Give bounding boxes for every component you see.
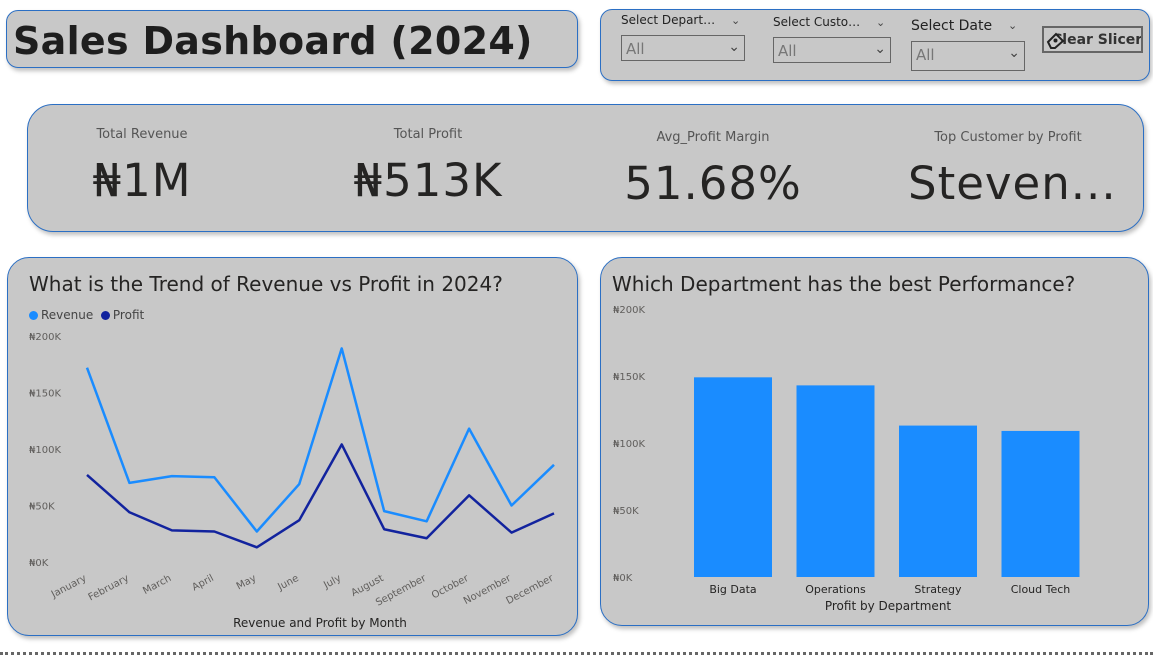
chevron-down-icon[interactable]: ⌄ [876,16,886,29]
x-tick-label: February [87,573,131,604]
kpi-top-customer: Top Customer by Profit Steven... [908,130,1117,210]
legend-profit-marker [100,311,110,320]
date-slicer[interactable]: Select Date ⌄ All ⌄ [911,18,1025,71]
dropdown-arrow-icon: ⌄ [874,41,886,57]
y-tick-label: ₦50K [29,502,55,513]
x-tick-label: Big Data [709,583,756,596]
legend-profit-label: Profit [112,308,145,322]
department-dropdown-value: All [626,40,645,58]
customer-slicer-label: Select Custo… [773,15,861,29]
x-tick-label: December [504,573,556,607]
line-chart-legend[interactable]: Revenue Profit [29,308,144,322]
date-slicer-label: Select Date [911,18,993,34]
page-title: Sales Dashboard (2024) [13,19,533,63]
y-tick-label: ₦200K [613,305,645,316]
eraser-icon [1046,32,1065,49]
y-tick-label: ₦200K [29,332,61,343]
x-tick-label: Operations [805,583,866,596]
y-tick-label: ₦0K [29,558,49,569]
kpi-card: Total Revenue ₦1M Total Profit ₦513K Avg… [27,104,1144,232]
customer-slicer[interactable]: Select Custo… ⌄ All ⌄ [773,15,891,65]
x-tick-label: May [235,573,258,592]
dropdown-arrow-icon: ⌄ [1008,45,1020,61]
date-dropdown[interactable]: All ⌄ [911,41,1025,71]
y-tick-label: ₦0K [613,573,633,584]
bar-operations [796,385,875,577]
kpi-value: Steven... [908,157,1117,210]
x-tick-label: January [49,573,89,601]
y-tick-label: ₦100K [29,445,61,456]
department-dropdown[interactable]: All ⌄ [621,35,745,61]
department-slicer-label: Select Depart… [621,13,716,27]
bar-chart-plot[interactable]: ₦0K ₦50K ₦100K ₦150K ₦200K Big Data Operations… [601,258,1148,625]
chevron-down-icon[interactable]: ⌄ [1008,19,1018,32]
bar-cloud-tech [1001,430,1080,577]
kpi-value: ₦1M [92,154,192,207]
x-tick-label: June [275,573,300,593]
title-card: Sales Dashboard (2024) [6,10,578,68]
department-slicer[interactable]: Select Depart… ⌄ All ⌄ [621,13,745,63]
bar-strategy [899,425,977,577]
x-tick-label: March [141,573,173,597]
legend-revenue-marker [29,311,38,320]
department-performance-chart[interactable]: Which Department has the best Performanc… [600,257,1149,626]
series-line-profit [86,443,555,549]
legend-revenue-label: Revenue [41,308,94,322]
y-tick-label: ₦100K [613,439,645,450]
x-tick-label: Cloud Tech [1011,583,1071,596]
kpi-label: Total Revenue [96,127,188,142]
y-tick-label: ₦150K [613,372,645,383]
chevron-down-icon[interactable]: ⌄ [731,14,741,27]
line-chart-title: What is the Trend of Revenue vs Profit i… [29,272,503,296]
x-axis-title: Profit by Department [825,599,952,613]
kpi-label: Avg_Profit Margin [656,130,770,145]
y-tick-label: ₦50K [613,506,639,517]
page-bottom-divider [0,652,1153,655]
y-tick-label: ₦150K [29,389,61,400]
kpi-avg-profit-margin: Avg_Profit Margin 51.68% [613,130,813,210]
x-tick-label: April [190,573,215,593]
series-line-revenue [85,347,555,533]
slicer-panel: Select Depart… ⌄ All ⌄ Select Custo… ⌄ A… [600,9,1150,81]
clear-slicers-label: Clear Slicers [1052,32,1143,48]
date-dropdown-value: All [916,46,935,64]
revenue-profit-trend-chart[interactable]: What is the Trend of Revenue vs Profit i… [7,257,578,636]
customer-dropdown-value: All [778,42,797,60]
bar-chart-title: Which Department has the best Performanc… [612,272,1076,296]
clear-slicers-button[interactable]: Clear Slicers [1042,26,1143,53]
bar-big-data [694,377,772,577]
customer-dropdown[interactable]: All ⌄ [773,37,891,63]
kpi-value: ₦513K [353,154,503,207]
kpi-label: Top Customer by Profit [934,130,1082,145]
dropdown-arrow-icon: ⌄ [728,39,740,55]
x-tick-label: Strategy [914,583,962,596]
kpi-total-profit: Total Profit ₦513K [328,127,528,207]
x-tick-label: July [321,573,343,592]
kpi-label: Total Profit [393,127,463,142]
kpi-total-revenue: Total Revenue ₦1M [62,127,222,207]
kpi-value: 51.68% [624,157,802,210]
x-axis-title: Revenue and Profit by Month [233,616,407,630]
